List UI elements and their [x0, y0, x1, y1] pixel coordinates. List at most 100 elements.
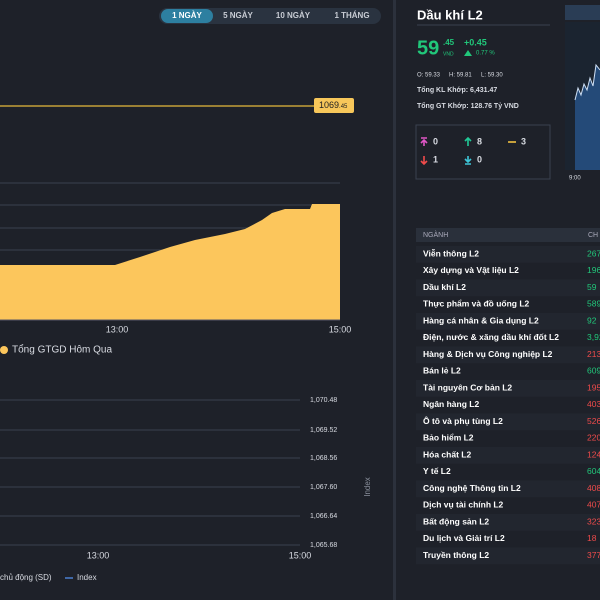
divider — [393, 0, 396, 600]
legend-dot — [0, 346, 8, 354]
sector-value: 377 — [587, 550, 600, 560]
sector-value: 407 — [587, 500, 600, 510]
mini-area — [575, 65, 600, 170]
sector-value: 403 — [587, 399, 600, 409]
tab-bar — [159, 8, 381, 24]
row-bg — [416, 413, 600, 431]
th: CH — [588, 232, 598, 239]
sector-value: 526 — [587, 416, 600, 426]
sector-name: Hàng cá nhân & Gia dụng L2 — [423, 315, 539, 325]
legend: Index — [77, 573, 97, 582]
sector-value: 220 — [587, 433, 600, 443]
sector-name: Truyền thông L2 — [423, 550, 489, 560]
sector-name: Hàng & Dịch vụ Công nghiệp L2 — [423, 349, 553, 359]
tab: 10 NGÀY — [276, 11, 311, 20]
sector-value: 59 — [587, 282, 597, 292]
sector-value: 267 — [587, 248, 600, 258]
low: L: 59.30 — [481, 73, 503, 79]
sector-name: Dầu khí L2 — [423, 282, 466, 292]
sector-value: 609 — [587, 366, 600, 376]
sector-name: Du lịch và Giải trí L2 — [423, 533, 505, 543]
row-bg — [416, 447, 600, 464]
sector-name: Bất động sản L2 — [423, 516, 489, 526]
price-unit: VND — [443, 51, 454, 57]
legend: chủ động (SD) — [0, 573, 52, 582]
breadth-icon — [420, 156, 428, 166]
x-label: 13:00 — [87, 550, 110, 560]
sector-name: Công nghệ Thông tin L2 — [423, 483, 521, 493]
tab-active — [161, 9, 213, 23]
price-dec: .45 — [443, 38, 455, 47]
sector-value: 92 — [587, 315, 597, 325]
sector-name: Bán lẻ L2 — [423, 366, 461, 376]
table-header — [416, 228, 600, 242]
high: H: 59.81 — [449, 73, 472, 79]
sector-name: Viễn thông L2 — [423, 248, 479, 258]
mini-line — [574, 63, 600, 101]
area — [0, 204, 340, 320]
sector-value: 18 — [587, 533, 597, 543]
value: Tổng GT Khớp: 128.76 Tỷ VND — [417, 102, 519, 110]
row-bg — [416, 313, 600, 330]
x-label: 15:00 — [329, 324, 352, 334]
row-bg — [416, 246, 600, 263]
up-icon — [464, 50, 472, 56]
sector-value: 323 — [587, 516, 600, 526]
sector-value: 195 — [587, 382, 600, 392]
row-bg — [416, 380, 600, 397]
row-bg — [416, 547, 600, 565]
sector-name: Điện, nước & xăng dầu khí đốt L2 — [423, 332, 559, 342]
x-label: 13:00 — [106, 324, 129, 334]
breadth-count: 8 — [477, 136, 482, 146]
sector-name: Dịch vụ tài chính L2 — [423, 500, 504, 510]
sector-name: Hóa chất L2 — [423, 449, 471, 459]
row-bg — [416, 514, 600, 531]
sector-value: 408 — [587, 483, 600, 493]
change-pct: 0.77 % — [476, 51, 495, 57]
sector-name: Y tế L2 — [423, 466, 451, 476]
change: +0.45 — [464, 37, 487, 47]
breadth-count: 3 — [521, 136, 526, 146]
y-label: 1,069.52 — [310, 427, 337, 434]
ref-badge — [314, 98, 354, 113]
legend: Tổng GTGD Hôm Qua — [12, 344, 112, 356]
y-label: 1,067.60 — [310, 484, 337, 491]
ref-label: 1069.45 — [319, 100, 348, 110]
sector-title: Dầu khí L2 — [417, 7, 483, 22]
breadth-count: 0 — [477, 154, 482, 164]
y-label: 1,070.48 — [310, 397, 337, 404]
sector-value: 124 — [587, 449, 600, 459]
volume: Tổng KL Khớp: 6,431.47 — [417, 86, 497, 94]
sector-name: Bảo hiểm L2 — [423, 433, 474, 443]
breadth-box — [415, 124, 551, 180]
sector-value: 213 — [587, 349, 600, 359]
sector-name: Ô tô và phụ tùng L2 — [423, 415, 503, 426]
sector-value: 589 — [587, 299, 600, 309]
breadth-count: 0 — [433, 136, 438, 146]
row-bg — [416, 279, 600, 297]
sector-value: 604 — [587, 466, 600, 476]
sector-name: Xây dựng và Vật liệu L2 — [423, 265, 519, 275]
tab: 5 NGÀY — [223, 11, 253, 20]
y-label: 1,066.64 — [310, 513, 337, 520]
tab: 1 NGÀY — [172, 11, 202, 20]
mini-header — [565, 5, 600, 20]
breadth-icon — [420, 137, 428, 146]
x-label: 15:00 — [289, 550, 312, 560]
sector-name: Thực phẩm và đồ uống L2 — [423, 299, 530, 309]
sector-name: Tài nguyên Cơ bản L2 — [423, 382, 512, 392]
sector-value: 3,921 — [587, 332, 600, 342]
sector-value: 196 — [587, 265, 600, 275]
row-bg — [416, 346, 600, 364]
ref-int: 1069 — [319, 100, 339, 110]
open: O: 59.33 — [417, 73, 441, 79]
y-label: 1,068.56 — [310, 455, 337, 462]
ref-dec: .45 — [339, 104, 348, 110]
mini-x: 9:00 — [569, 176, 581, 182]
axis-title: Index — [363, 477, 372, 497]
tab: 1 THÁNG — [334, 11, 369, 20]
breadth-count: 1 — [433, 154, 438, 164]
sector-name: Ngân hàng L2 — [423, 399, 479, 409]
